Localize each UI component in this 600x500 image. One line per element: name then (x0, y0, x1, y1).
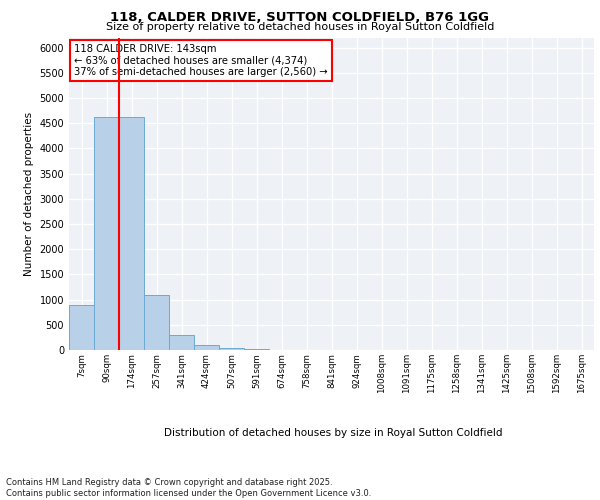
Bar (69, 304, 94, 350)
Y-axis label: Number of detached properties: Number of detached properties (24, 112, 34, 276)
Text: 118, CALDER DRIVE, SUTTON COLDFIELD, B76 1GG: 118, CALDER DRIVE, SUTTON COLDFIELD, B76… (110, 11, 490, 24)
Bar (94, 117, 119, 350)
Bar (219, 348, 244, 350)
Text: Distribution of detached houses by size in Royal Sutton Coldfield: Distribution of detached houses by size … (164, 428, 502, 438)
Bar (169, 336, 194, 350)
Text: 118 CALDER DRIVE: 143sqm
← 63% of detached houses are smaller (4,374)
37% of sem: 118 CALDER DRIVE: 143sqm ← 63% of detach… (74, 44, 328, 77)
Bar (119, 117, 144, 350)
Text: Contains HM Land Registry data © Crown copyright and database right 2025.
Contai: Contains HM Land Registry data © Crown c… (6, 478, 371, 498)
Bar (144, 294, 169, 350)
Bar (194, 345, 219, 350)
Bar (244, 349, 269, 350)
Text: Size of property relative to detached houses in Royal Sutton Coldfield: Size of property relative to detached ho… (106, 22, 494, 32)
